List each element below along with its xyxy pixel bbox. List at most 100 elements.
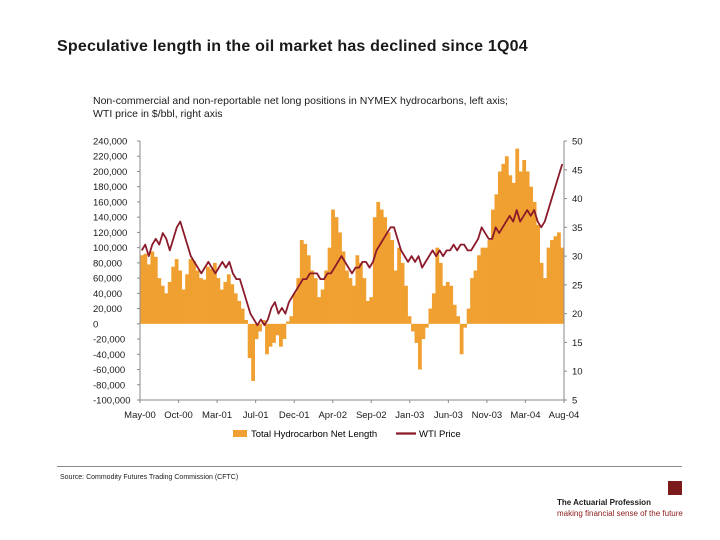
net-length-bar: [150, 251, 155, 324]
net-length-bar: [466, 308, 471, 324]
net-length-bar: [452, 304, 457, 324]
net-length-bar: [254, 323, 259, 340]
left-axis-label: -20,000: [93, 335, 125, 346]
right-axis-label: 40: [572, 194, 583, 205]
net-length-bar: [313, 278, 318, 324]
x-axis-label: Oct-00: [164, 410, 193, 421]
net-length-bar: [216, 278, 221, 324]
net-length-bar: [285, 321, 290, 324]
net-length-bar: [153, 256, 158, 324]
right-axis-label: 20: [572, 309, 583, 320]
actuarial-logo-square: [668, 481, 682, 495]
net-length-bar: [435, 247, 440, 324]
net-length-bar: [157, 278, 162, 324]
net-length-bar: [317, 297, 322, 324]
net-length-bar: [143, 253, 148, 324]
net-length-bar: [362, 278, 367, 324]
net-length-bar: [414, 323, 419, 343]
x-axis-label: Sep-02: [356, 410, 387, 421]
right-axis-label: 15: [572, 338, 583, 349]
net-length-bar: [233, 293, 238, 324]
net-length-bar: [265, 323, 269, 355]
logo-name: The Actuarial Profession: [557, 498, 651, 507]
net-length-bar: [511, 182, 516, 324]
net-length-bar: [536, 224, 540, 324]
net-length-bar: [174, 259, 179, 324]
left-axis-label: 60,000: [93, 274, 122, 285]
net-length-bar: [275, 323, 280, 336]
net-length-bar: [372, 217, 377, 324]
net-length-bar: [383, 217, 388, 324]
net-length-bar: [424, 323, 429, 328]
net-length-bar: [397, 247, 401, 324]
net-length-bar: [508, 175, 513, 324]
net-length-bar: [532, 201, 537, 324]
legend: Total Hydrocarbon Net Length WTI Price: [233, 429, 461, 440]
net-length-bar: [331, 209, 335, 324]
net-length-bar: [247, 323, 252, 359]
net-length-bar: [376, 201, 381, 324]
net-length-bar: [431, 293, 436, 324]
net-length-bar: [463, 323, 467, 328]
net-length-bar: [223, 281, 228, 324]
net-length-bar: [140, 255, 144, 324]
net-length-bar: [411, 323, 415, 332]
net-length-bar: [501, 163, 506, 324]
left-axis-label: -80,000: [93, 380, 125, 391]
net-length-bar: [212, 262, 217, 324]
left-axis-label: 100,000: [93, 243, 127, 254]
net-length-bar: [195, 270, 200, 324]
net-length-bar: [199, 278, 203, 324]
net-length-bar: [292, 293, 297, 324]
net-length-bar: [529, 186, 534, 324]
net-length-bar: [445, 281, 450, 324]
net-length-bar: [484, 247, 488, 324]
net-length-bar: [146, 264, 151, 324]
legend-bar-label: Total Hydrocarbon Net Length: [251, 429, 377, 440]
net-length-bar: [272, 323, 276, 343]
net-length-bar: [421, 323, 426, 340]
net-length-bar: [160, 285, 165, 324]
net-length-bar: [438, 262, 443, 324]
net-length-bar: [303, 243, 308, 324]
net-length-bar: [560, 247, 565, 324]
legend-line-label: WTI Price: [419, 429, 461, 440]
net-length-bar: [244, 320, 249, 324]
net-length-bar: [442, 285, 447, 324]
x-axis-label: Apr-02: [318, 410, 347, 421]
net-length-bar: [251, 323, 255, 381]
net-length-bar: [202, 279, 207, 324]
left-axis-label: 180,000: [93, 182, 127, 193]
net-length-bar: [258, 323, 262, 332]
net-length-bar: [477, 255, 481, 324]
x-axis-label: Nov-03: [472, 410, 503, 421]
chart-subtitle: Non-commercial and non-reportable net lo…: [93, 95, 633, 121]
net-length-bar: [185, 274, 189, 324]
net-length-bar: [338, 232, 342, 324]
right-axis-label: 35: [572, 223, 583, 234]
net-length-bar: [386, 232, 391, 324]
logo-tagline: making financial sense of the future: [557, 509, 683, 518]
right-axis-label: 30: [572, 252, 583, 263]
net-length-bar: [358, 262, 363, 324]
net-length-bar: [192, 261, 196, 324]
x-axis-label: Jul-01: [243, 410, 269, 421]
net-length-bar: [348, 278, 353, 324]
net-length-bar: [494, 194, 499, 324]
axes: 240,000 220,000 200,000 180,000 160,000 140,0…: [93, 137, 583, 422]
right-axis-label: 10: [572, 367, 583, 378]
net-length-bar: [355, 255, 360, 324]
net-length-bar: [230, 284, 235, 324]
net-length-bar: [171, 266, 176, 324]
net-length-bar: [539, 262, 544, 324]
subtitle-line-1: Non-commercial and non-reportable net lo…: [93, 95, 508, 107]
net-length-bar: [546, 247, 551, 324]
left-axis-label: 200,000: [93, 167, 127, 178]
net-length-bar: [557, 232, 561, 324]
net-length-bar: [327, 247, 332, 324]
net-length-bar: [237, 300, 242, 324]
net-length-bar: [341, 251, 346, 324]
net-length-bar: [407, 316, 412, 324]
net-length-bar: [522, 160, 527, 324]
